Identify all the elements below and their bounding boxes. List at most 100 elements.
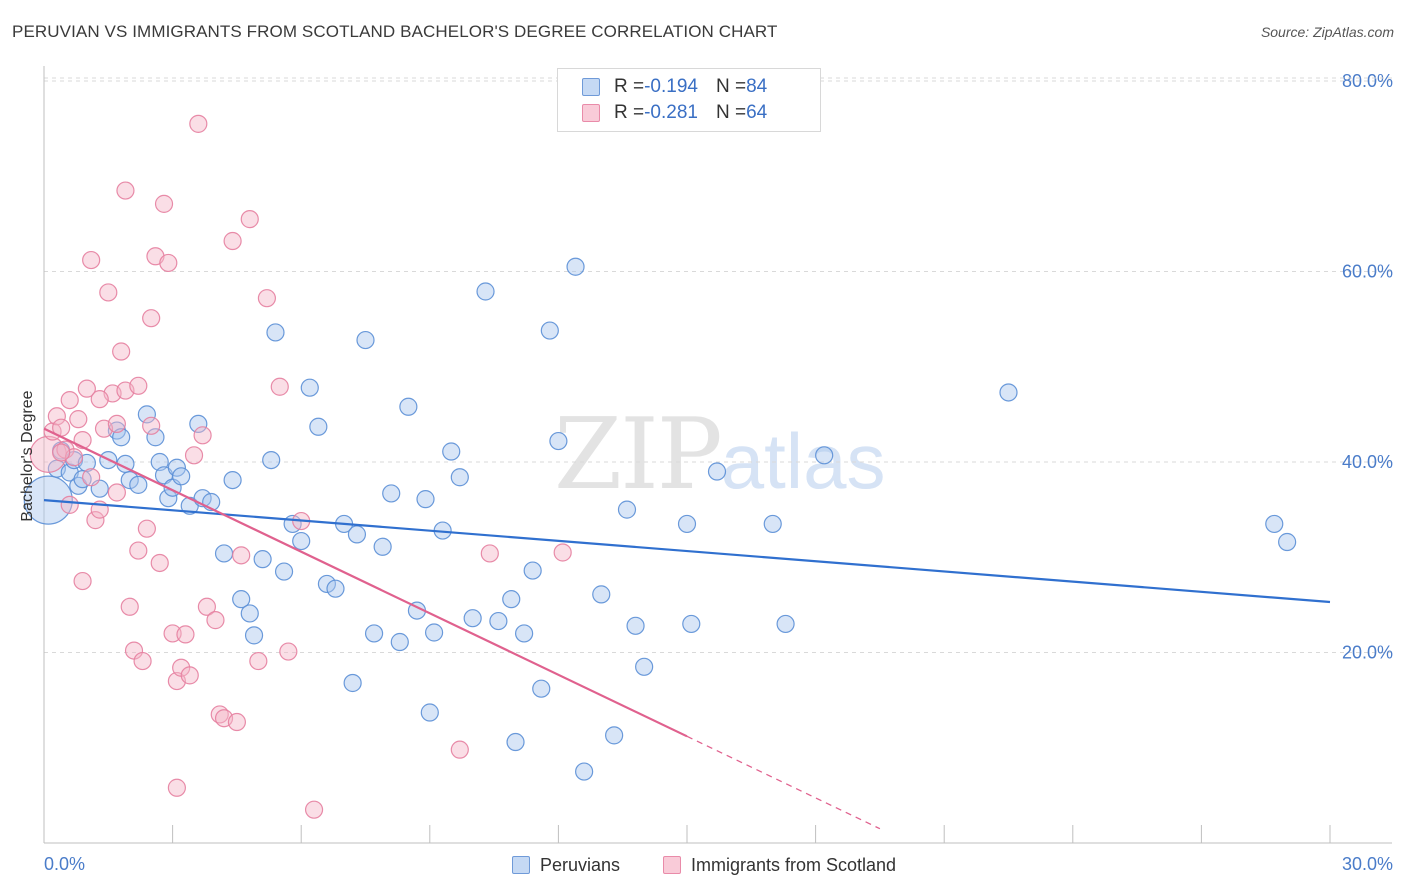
- scotland-point: [86, 511, 105, 530]
- scotland-point: [133, 651, 152, 671]
- scotland-point: [129, 541, 148, 560]
- scotland-point: [163, 624, 182, 643]
- peruvian-point: [343, 673, 362, 693]
- peruvian-point: [373, 537, 392, 556]
- bottom-legend-label-peruvians: Peruvians: [540, 854, 621, 875]
- scotland-point: [150, 553, 169, 573]
- peruvian-point: [776, 614, 795, 634]
- peruvian-point: [999, 383, 1018, 402]
- legend-swatch-peruvians: [582, 78, 600, 96]
- peruvian-point: [635, 657, 654, 676]
- scotland-point: [107, 414, 126, 433]
- legend-row-peruvians: R = -0.194 N = 84: [582, 75, 767, 99]
- peruvian-point: [253, 550, 272, 569]
- correlation-legend: R = -0.194 N = 84 R = -0.281 N = 64: [557, 68, 821, 132]
- scotland-point: [142, 416, 161, 435]
- scotland-point: [129, 376, 148, 395]
- scotland-point: [154, 194, 174, 213]
- peruvian-point: [356, 330, 375, 350]
- peruvian-point: [244, 626, 264, 645]
- peruvian-point: [416, 490, 435, 509]
- scotland-point: [142, 309, 161, 328]
- peruvian-point: [399, 397, 418, 416]
- scotland-point: [77, 379, 96, 398]
- watermark: ZIPatlas: [554, 398, 886, 512]
- peruvians-series: [23, 257, 1297, 781]
- y-tick-label: 80.0%: [1342, 71, 1393, 91]
- scotland-point: [197, 597, 216, 616]
- scotland-point: [227, 712, 246, 732]
- peruvian-point: [326, 579, 345, 598]
- legend-r-value: -0.194: [644, 76, 698, 97]
- peruvian-point: [300, 378, 319, 397]
- scotland-point: [450, 740, 469, 759]
- legend-n-value: 84: [746, 76, 768, 97]
- y-axis-label: Bachelor's Degree: [19, 390, 36, 522]
- scotland-point: [180, 666, 199, 685]
- chart-source: Source: ZipAtlas.com: [1260, 24, 1394, 40]
- scotland-point: [176, 625, 195, 644]
- scotland-point: [206, 611, 225, 630]
- peruvian-point: [189, 414, 208, 433]
- peruvian-point: [382, 484, 401, 503]
- scotland-point: [112, 342, 131, 361]
- scotland-point: [137, 519, 156, 538]
- scotland-trendline-extension: [686, 735, 881, 830]
- peruvian-point: [592, 585, 611, 604]
- legend-n-label: N =: [715, 102, 747, 123]
- scotland-point: [189, 114, 208, 133]
- peruvian-point: [575, 762, 594, 781]
- peruvian-point: [317, 574, 337, 594]
- peruvian-point: [566, 257, 585, 276]
- y-tick-label: 60.0%: [1342, 262, 1393, 282]
- scotland-point: [60, 390, 79, 410]
- scotland-point: [159, 253, 178, 273]
- peruvian-point: [424, 623, 444, 642]
- scotland-point: [223, 231, 242, 251]
- scotland-point: [73, 571, 92, 591]
- scotland-series: [29, 114, 572, 819]
- watermark-zip: ZIP: [554, 398, 723, 512]
- peruvian-point: [540, 321, 559, 340]
- peruvian-point: [240, 604, 259, 623]
- bottom-legend-swatch-peruvians: [512, 856, 530, 874]
- scotland-point: [52, 443, 71, 462]
- legend-swatch-scotland: [582, 104, 600, 122]
- scotland-point: [99, 283, 118, 302]
- peruvians-trendline: [43, 499, 1331, 604]
- scotland-point: [82, 468, 101, 487]
- peruvian-point: [172, 467, 191, 486]
- peruvian-point: [682, 614, 701, 634]
- scotland-point: [193, 426, 212, 445]
- scotland-point: [90, 390, 109, 409]
- peruvian-point: [506, 732, 525, 752]
- peruvian-point: [120, 470, 139, 490]
- chart-title: PERUVIAN VS IMMIGRANTS FROM SCOTLAND BAC…: [12, 22, 778, 41]
- bottom-legend-scotland: Immigrants from Scotland: [663, 852, 896, 878]
- scotland-point: [60, 495, 79, 514]
- peruvian-point: [815, 446, 834, 465]
- peruvian-point: [626, 616, 645, 635]
- peruvian-point: [502, 590, 521, 609]
- peruvian-point: [617, 500, 637, 519]
- peruvian-point: [707, 462, 727, 481]
- peruvian-point: [232, 590, 251, 609]
- legend-row-scotland: R = -0.281 N = 64: [582, 101, 767, 125]
- peruvian-point: [532, 679, 551, 698]
- peruvian-point: [549, 431, 568, 451]
- scotland-point: [279, 642, 298, 661]
- peruvian-point: [364, 624, 384, 643]
- peruvian-point: [390, 632, 409, 652]
- peruvian-point: [420, 703, 439, 722]
- legend-n-value: 64: [746, 102, 768, 123]
- scotland-point: [553, 543, 572, 562]
- scotland-point: [249, 651, 268, 671]
- peruvian-point: [677, 514, 697, 534]
- scotland-point: [270, 377, 289, 396]
- peruvian-point: [523, 561, 542, 580]
- scotland-point: [304, 800, 324, 819]
- peruvian-point: [159, 489, 178, 508]
- x-tick-label: 0.0%: [44, 854, 85, 874]
- bottom-legend-label-scotland: Immigrants from Scotland: [691, 854, 897, 875]
